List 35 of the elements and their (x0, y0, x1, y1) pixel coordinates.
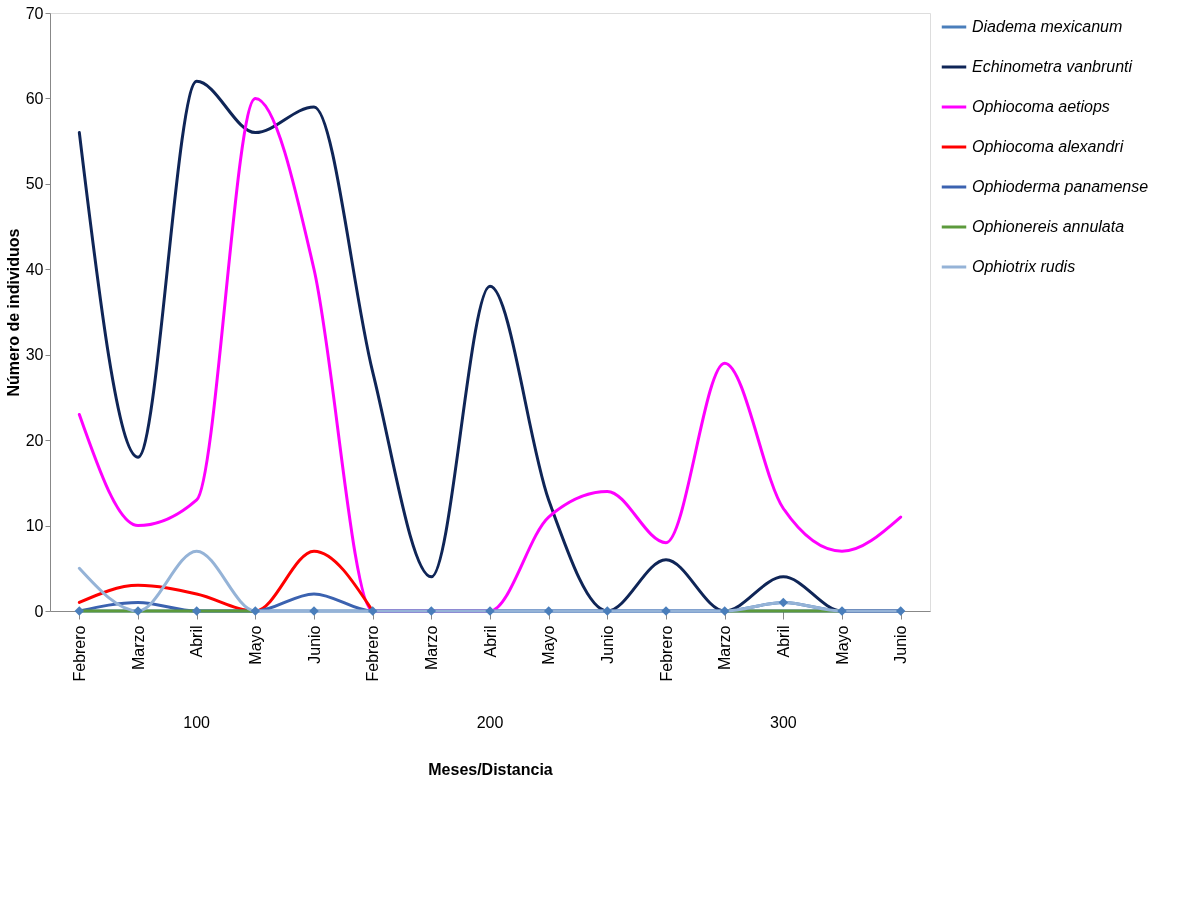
x-tick-label: Febrero (70, 625, 88, 682)
text: 300 (769, 714, 797, 731)
y-tick-label: 40 (25, 260, 44, 278)
x-tick-label: Abril (774, 625, 792, 658)
x-axis-title: Meses/Distancia (428, 760, 553, 778)
y-tick-label: 50 (25, 175, 44, 193)
x-tick-label: Marzo (129, 625, 147, 670)
legend-label: Diadema mexicanum (972, 18, 1123, 35)
x-tick-label: Junio (892, 625, 910, 664)
y-tick-label: 20 (25, 431, 44, 449)
x-tick-label: Marzo (716, 625, 734, 670)
legend-label: Ophioderma panamense (972, 178, 1149, 195)
x-tick-label: Abril (481, 625, 499, 658)
x-tick-label: Mayo (246, 625, 264, 665)
text: 100 (183, 714, 211, 731)
legend-label: Ophiocoma aetiops (972, 98, 1110, 115)
y-tick-label: 0 (34, 602, 44, 620)
y-tick-label: 60 (25, 89, 44, 107)
x-tick-label: Junio (305, 625, 323, 664)
x-tick-label: Febrero (364, 625, 382, 682)
legend-label: Ophiocoma alexandri (972, 138, 1124, 155)
x-tick-label: Abril (188, 625, 206, 658)
x-tick-label: Junio (598, 625, 616, 664)
text: 200 (476, 714, 504, 731)
y-tick-label: 10 (25, 517, 44, 535)
x-tick-label: Febrero (657, 625, 675, 682)
legend-label: Ophiotrix rudis (972, 258, 1076, 275)
x-tick-label: Mayo (833, 625, 851, 665)
x-tick-label: Mayo (540, 625, 558, 665)
legend-label: Ophionereis annulata (972, 218, 1125, 235)
legend-label: Echinometra vanbrunti (972, 58, 1133, 75)
x-tick-label: Marzo (422, 625, 440, 670)
y-tick-label: 30 (25, 346, 44, 364)
y-tick-label: 70 (25, 4, 44, 22)
y-axis-title: Número de individuos (4, 228, 22, 397)
